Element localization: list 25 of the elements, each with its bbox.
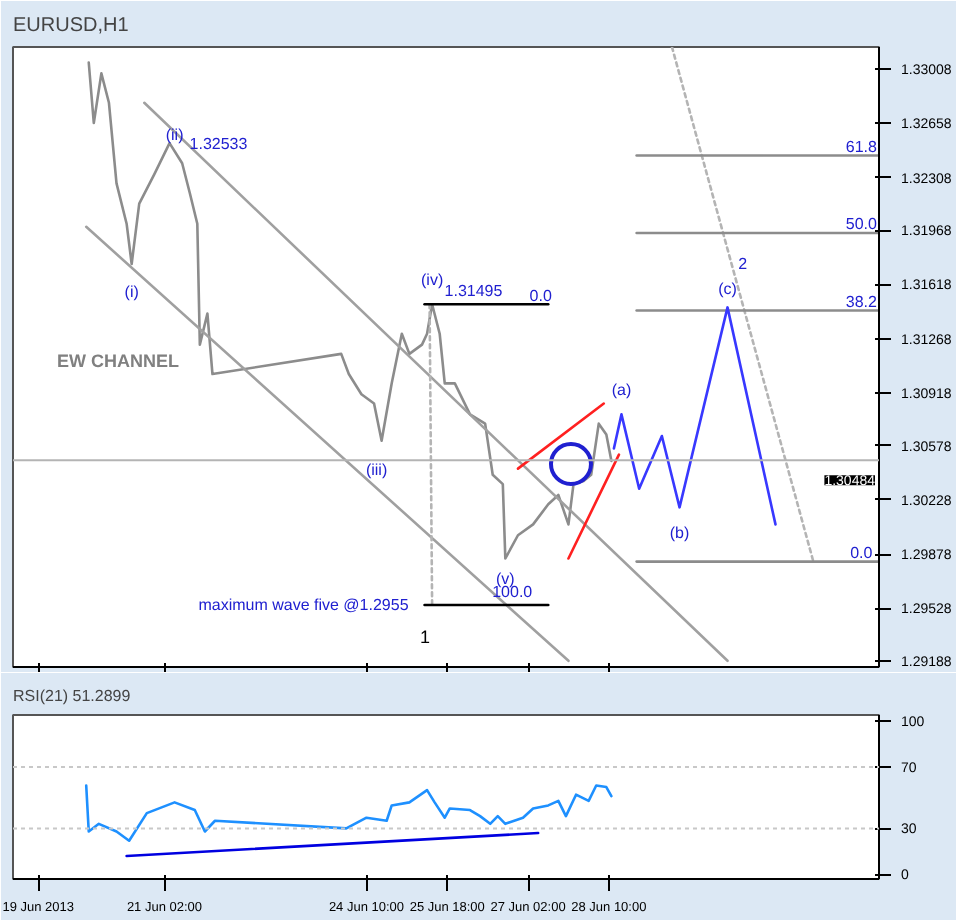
annotation: 100.0 xyxy=(492,583,534,601)
annotation: 0.0 xyxy=(850,543,874,562)
annotation: 1 xyxy=(419,627,431,647)
annotation: 2 xyxy=(738,255,749,274)
annotation: (c) xyxy=(718,280,738,299)
annotation: (v) xyxy=(496,569,516,588)
annotation: 38.2 xyxy=(845,292,878,311)
annotation: 1.31495 xyxy=(444,282,504,301)
annotation: 50.0 xyxy=(845,215,878,233)
annotation: (b) xyxy=(669,524,690,543)
annotation: 1.32533 xyxy=(189,135,249,154)
line-series xyxy=(612,306,777,526)
annotation: 0.0 xyxy=(529,287,553,305)
annotation: maximum wave five @1.2955 xyxy=(198,596,410,614)
annotation: (ii) xyxy=(165,126,185,145)
chart-title: EURUSD,H1 xyxy=(13,15,130,37)
annotation: (a) xyxy=(611,381,632,400)
annotation: 61.8 xyxy=(845,137,878,156)
annotation: (iii) xyxy=(365,461,388,480)
chart-title: RSI(21) 51.2899 xyxy=(13,687,132,705)
annotation: (iv) xyxy=(421,271,444,290)
annotation: (i) xyxy=(124,283,140,301)
line-series xyxy=(84,784,613,842)
annotation: EW CHANNEL xyxy=(57,351,180,371)
line-series xyxy=(87,61,613,560)
